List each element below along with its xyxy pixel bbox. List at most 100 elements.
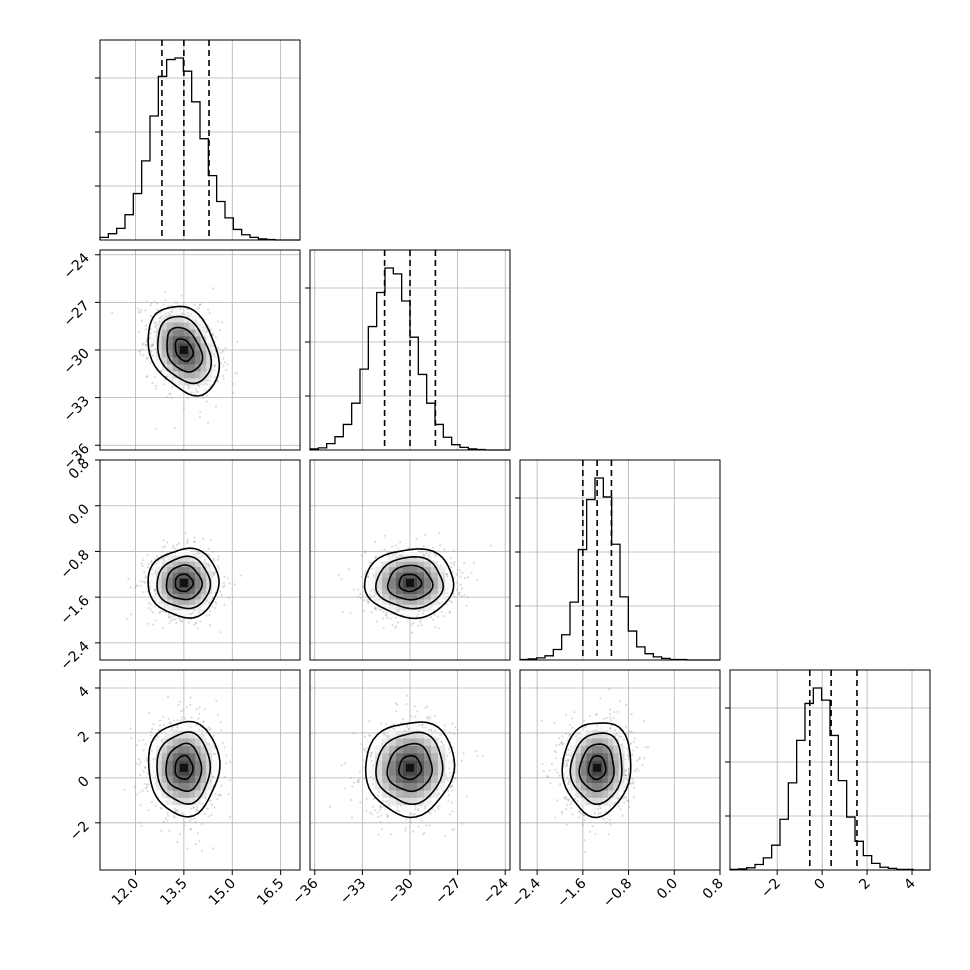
density-cell [410,604,418,611]
sample-point [209,328,212,331]
sample-point [221,321,224,324]
sample-point [170,619,173,622]
density-cell [200,350,207,358]
sample-point [151,344,154,347]
sample-point [196,832,199,835]
sample-point [180,312,183,315]
sample-point [428,824,431,827]
density-cell [424,561,432,568]
density-cell [183,599,190,605]
density-cell [156,582,162,589]
sample-point [218,793,222,796]
sample-point [402,718,405,721]
density-cell [178,804,185,813]
density-cell [167,566,174,573]
sample-point [206,383,209,386]
sample-point [195,723,198,727]
contour-line [147,720,221,818]
sample-point [358,778,361,781]
sample-point [202,609,205,612]
sample-point [215,602,218,605]
sample-point [383,534,386,537]
sample-point [395,625,398,628]
sample-point [391,624,394,627]
sample-point [385,734,389,737]
sample-point [466,596,469,599]
density-cell [178,371,185,379]
sample-point [426,716,429,720]
sample-point [370,611,373,614]
sample-point [364,570,367,573]
sample-point [204,389,207,392]
sample-point [149,730,152,734]
sample-point [196,550,199,554]
density-cell [417,566,425,573]
density-cell [424,582,432,589]
sample-point [212,847,215,850]
sample-point [149,304,152,307]
sample-point [454,725,457,729]
sample-point [436,806,439,809]
sample-point [422,833,425,836]
histogram-step [309,267,510,451]
sample-point [170,310,173,313]
sample-point [162,557,165,560]
sample-point [145,344,148,347]
sample-point [177,617,180,620]
sample-point [177,542,180,545]
sample-point [144,787,147,790]
density-cell [150,767,157,776]
density-cell [161,322,168,330]
sample-point [147,809,150,812]
panel-frame [309,459,511,661]
sample-point [419,619,422,622]
sample-point [149,734,152,737]
sample-point [389,805,392,808]
sample-point [154,804,157,808]
sample-point [405,694,408,697]
sample-point [450,566,453,569]
sample-point [135,744,138,747]
sample-point [171,728,174,731]
sample-point [375,608,378,611]
sample-point [209,610,212,613]
sample-point [427,554,430,557]
density-cell [200,572,207,578]
sample-point [377,833,380,836]
sample-point [223,603,226,606]
sample-point [164,312,167,315]
scatter-panel-p0-p3 [99,669,301,871]
sample-point [382,626,385,629]
sample-point [219,794,222,797]
sample-point [227,577,230,580]
sample-point [444,572,447,576]
contour-line [156,555,212,610]
sample-point [159,316,162,320]
density-cell [189,593,196,600]
sample-point [167,695,170,699]
sample-point [166,819,169,822]
mode-marker [179,578,188,587]
sample-point [449,557,452,560]
sample-point [141,562,144,565]
density-cell [189,572,196,578]
density-cell [189,315,196,323]
sample-point [369,754,372,757]
sample-point [161,610,164,613]
sample-point [146,622,149,625]
sample-point [144,328,147,331]
sample-point [357,781,360,784]
density-cell [431,566,439,573]
sample-point [212,344,215,347]
sample-point [423,831,426,835]
sample-point [217,794,220,797]
sample-point [167,717,170,720]
sample-point [148,712,151,715]
sample-point [337,573,340,576]
sample-point [417,809,420,812]
density-cell [183,609,190,616]
sample-point [179,308,182,311]
sample-point [365,751,368,754]
density-cell [189,588,196,594]
density-cell [189,782,196,791]
